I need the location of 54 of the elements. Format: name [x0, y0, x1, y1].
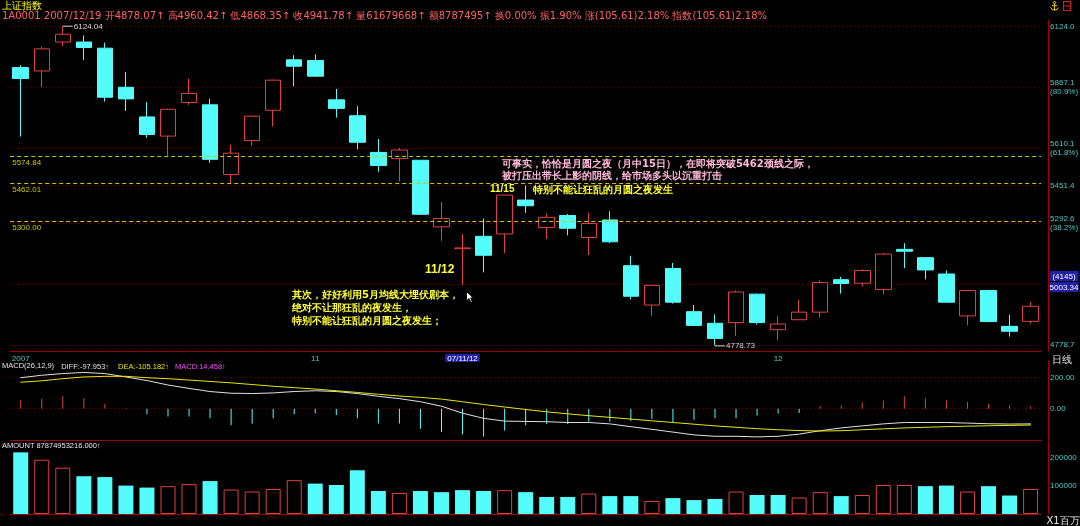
y-tick-label: 200.00: [1050, 373, 1076, 383]
y-tick-label: 100000: [1050, 481, 1078, 491]
bar: [812, 492, 828, 514]
bar: [875, 485, 891, 514]
y-tick-label: 0.00: [1050, 404, 1067, 414]
bar: [370, 490, 386, 514]
bar: [623, 496, 639, 514]
bar: [455, 490, 471, 514]
bar: [34, 459, 50, 514]
bar: [97, 477, 113, 514]
bar: [412, 490, 428, 514]
bar: [770, 494, 786, 514]
bar: [349, 470, 365, 514]
bar: [981, 486, 996, 514]
bar: [160, 486, 176, 514]
bar: [244, 491, 260, 514]
bar: [307, 483, 323, 514]
bar: [539, 496, 555, 514]
bar: [959, 491, 975, 514]
bar: [665, 498, 681, 514]
bar: [328, 485, 344, 514]
y-axis-title: X1百万: [1046, 514, 1080, 526]
bar: [833, 496, 849, 514]
bar: [76, 476, 92, 514]
bar: [686, 500, 702, 514]
bar: [560, 496, 576, 514]
bar: [433, 492, 449, 514]
bar: [223, 489, 239, 514]
bar: [728, 491, 744, 514]
bar: [518, 492, 534, 514]
bar: [55, 467, 71, 514]
bar: [581, 493, 597, 514]
bar: [602, 496, 618, 514]
bar: [181, 484, 197, 514]
bar: [644, 500, 660, 514]
bar: [13, 452, 29, 514]
bar: [791, 497, 807, 514]
bar: [139, 487, 155, 514]
bar: [391, 492, 407, 514]
bar: [917, 486, 933, 514]
bar: [896, 485, 912, 514]
y-tick-label: 200000: [1050, 452, 1078, 462]
bar: [497, 490, 513, 514]
bar: [1023, 489, 1039, 514]
bar: [854, 494, 870, 514]
bar: [265, 489, 281, 514]
bar: [749, 494, 765, 514]
bar: [707, 498, 723, 514]
bar: [476, 490, 492, 514]
bar: [202, 481, 218, 514]
bar: [938, 485, 954, 514]
bar: [1002, 495, 1018, 514]
bar: [286, 480, 302, 514]
bar: [118, 485, 134, 514]
